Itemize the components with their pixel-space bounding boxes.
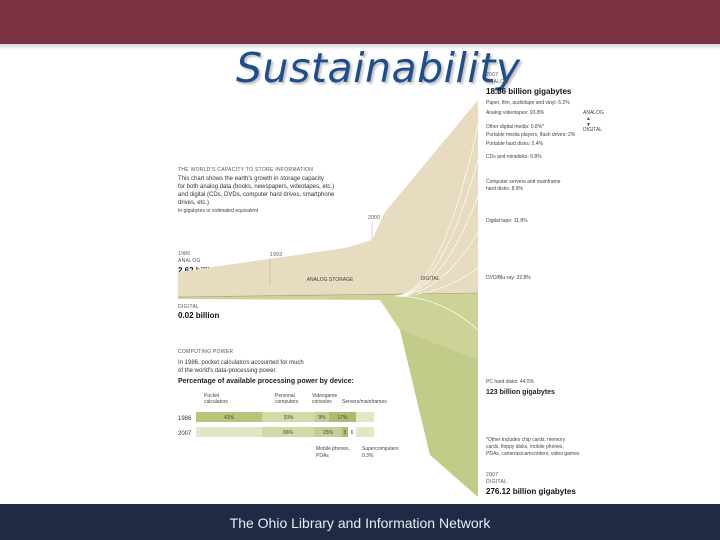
computing-subhead: Percentage of available processing power…	[178, 378, 354, 385]
end-digital-caption: DIGITAL	[486, 479, 507, 485]
computing-column-header: Personal	[275, 393, 295, 399]
chart-intro-body: drives, etc.)	[178, 200, 209, 206]
computing-note-supercomputers: 0.3%	[362, 453, 374, 459]
digital-other-footnote: *Other includes chip cards, memory	[486, 437, 566, 443]
digital-breakdown-label: Portable media players, flash drives: 2%	[486, 132, 576, 138]
computing-value-1986: 9%	[318, 415, 326, 421]
digital-other-footnote: PDAs, cameras/camcorders, video games	[486, 451, 580, 457]
computing-column-header: consoles	[312, 399, 332, 405]
digital-breakdown-label: Computer servers and mainframe	[486, 179, 561, 185]
legend-arrow-down-label: DIGITAL	[583, 127, 602, 133]
computing-column-header: computers	[275, 399, 299, 405]
digital-band-separator-1	[394, 159, 479, 297]
footer-text: The Ohio Library and Information Network	[229, 515, 491, 531]
analog-digital-boundary	[177, 292, 479, 298]
chart-intro-heading: THE WORLD'S CAPACITY TO STORE INFORMATIO…	[178, 167, 313, 173]
digital-breakdown-label: Digital tape: 11.8%	[486, 218, 528, 224]
pc-hard-disk-band	[400, 330, 478, 497]
start-digital-caption: DIGITAL	[178, 304, 199, 310]
computing-value-2007: 3	[344, 430, 347, 436]
digital-other-footnote: cards, floppy disks, mobile phones,	[486, 444, 564, 450]
end-digital-year-label: 2007	[486, 472, 498, 478]
digital-breakdown-label: PC hard disks: 44.5%	[486, 379, 535, 385]
computing-column-header: Servers/mainframes	[342, 399, 387, 405]
computing-note-mobile: Mobile phones,	[316, 446, 350, 452]
computing-body: In 1986, pocket calculators accounted fo…	[178, 360, 304, 366]
slide-title: Sustainability	[236, 44, 521, 92]
analog-breakdown-label: Paper, film, audiotape and vinyl: 6.2%	[486, 100, 570, 106]
analog-band-separator	[394, 124, 479, 297]
computing-note-supercomputers: Supercomputers	[362, 446, 399, 452]
digital-breakdown-label: hard disks: 8.9%	[486, 186, 524, 192]
computing-body: of the world's data-processing power.	[178, 368, 277, 374]
header-shadow	[0, 44, 720, 50]
chart-intro-body: for both analog data (books, newspapers,…	[178, 184, 334, 190]
digital-breakdown-label: Other digital media: 0.8%*	[486, 124, 544, 130]
computing-bar-1986	[315, 412, 329, 422]
digital-band-separator-5	[394, 295, 479, 331]
end-analog-caption: ANALOG	[486, 79, 509, 85]
end-year-label: 2007	[486, 72, 498, 78]
digital-band-separator-4	[394, 267, 479, 297]
computing-row-year: 2007	[178, 431, 192, 437]
legend-arrow-up-icon: ▲	[586, 116, 591, 122]
end-analog-value: 18.86 billion gigabytes	[486, 87, 572, 96]
computing-heading: COMPUTING POWER	[178, 349, 233, 355]
digital-breakdown-label: Portable hard disks: 2.4%	[486, 141, 544, 147]
legend-arrow-up-label: ANALOG	[583, 110, 604, 116]
computing-bar-1986	[262, 412, 315, 422]
start-year-label: 1986	[178, 251, 190, 257]
header-bar	[0, 0, 720, 44]
analog-storage-area	[178, 100, 478, 297]
computing-value-1986: 33%	[283, 415, 294, 421]
digital-breakdown-label: DVD/Blu-ray: 22.8%	[486, 275, 531, 281]
end-digital-value: 276.12 billion gigabytes	[486, 487, 576, 496]
computing-value-1986: 17%	[337, 415, 348, 421]
analog-breakdown-label: Analog videotapes: 93.8%	[486, 110, 545, 116]
computing-bar-2007	[342, 427, 348, 437]
computing-value-2007: 25%	[323, 430, 334, 436]
start-analog-caption: ANALOG	[178, 258, 201, 264]
computing-value-1986: 41%	[224, 415, 235, 421]
digital-band-separator-2	[394, 195, 479, 297]
chart-units-note: In gigabytes or estimated equivalent	[178, 208, 259, 214]
digital-band-separator-3	[394, 231, 479, 297]
digital-series-label: DIGITAL	[420, 276, 439, 282]
computing-column-header: calculators	[204, 399, 228, 405]
computing-bar-2007	[262, 427, 314, 437]
computing-row-year: 1986	[178, 416, 192, 422]
computing-column-header: Videogame	[312, 393, 337, 399]
chart-intro-body: and digital (CDs, DVDs, computer hard dr…	[178, 192, 335, 198]
computing-column-header: Pocket	[204, 393, 220, 399]
computing-value-2007: 66%	[283, 430, 294, 436]
year-2000-label: 2000	[368, 215, 380, 221]
year-1993-label: 1993	[270, 252, 282, 258]
chart-intro-body: This chart shows the earth's growth in s…	[178, 176, 324, 182]
start-digital-value: 0.02 billion	[178, 311, 219, 320]
computing-bar-2007	[348, 427, 356, 437]
digital-breakdown-label: CDs and minidisks: 6.8%	[486, 154, 542, 160]
legend-arrow-down-icon: ▼	[586, 122, 591, 128]
computing-bar-2007	[314, 427, 342, 437]
computing-value-2007: 6	[351, 430, 354, 436]
computing-bar-1986	[196, 412, 262, 422]
footer-bar: The Ohio Library and Information Network	[0, 504, 720, 540]
computing-bar-1986	[329, 412, 356, 422]
analog-series-label: ANALOG STORAGE	[307, 277, 354, 283]
computing-note-mobile: PDAs	[316, 453, 329, 459]
pc-hard-disk-value: 123 billion gigabytes	[486, 389, 555, 396]
